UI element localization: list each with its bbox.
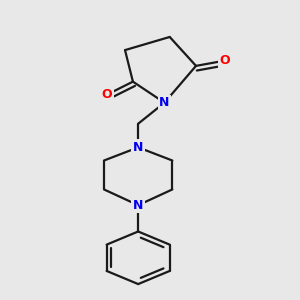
Text: N: N	[133, 141, 143, 154]
Text: O: O	[220, 54, 230, 67]
Text: N: N	[159, 96, 170, 109]
Text: O: O	[101, 88, 112, 101]
Text: N: N	[133, 199, 143, 212]
